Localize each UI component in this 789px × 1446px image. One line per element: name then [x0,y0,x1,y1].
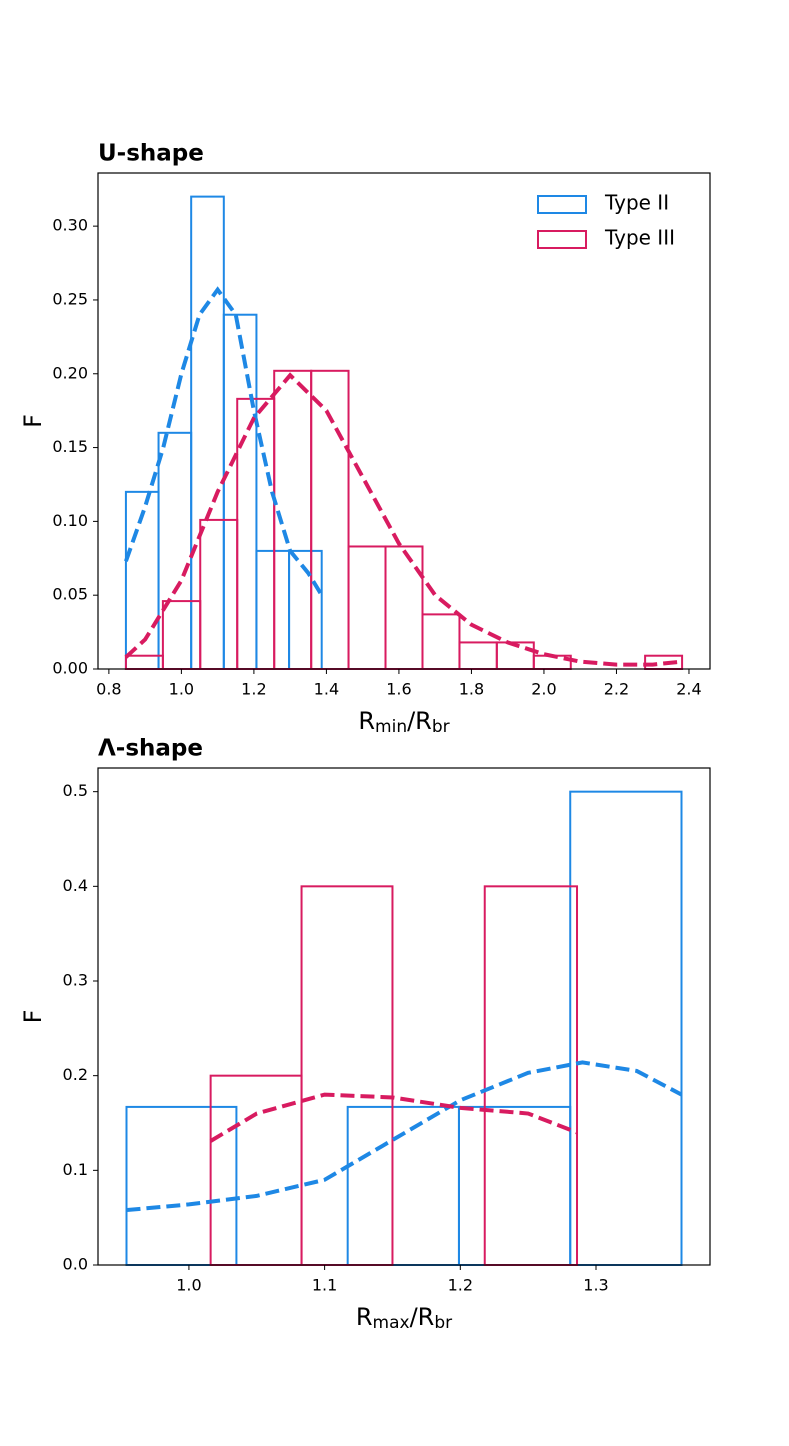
histogram-bar [255,549,291,671]
x-axis-label-part: /R [410,1303,435,1331]
x-axis-label-part: br [434,1313,452,1333]
histogram-bar [161,600,202,670]
y-tick-label: 0.1 [63,1160,88,1179]
histogram-bar [199,518,239,671]
chart-title: U-shape [98,141,204,167]
histogram-bar [458,641,498,671]
chart-title: Λ-shape [98,736,203,762]
x-tick-label: 1.6 [386,680,411,699]
y-tick-label: 0.4 [63,876,88,895]
y-axis-label: F [19,414,47,428]
histogram-bar [421,613,461,671]
legend-label: Type II [604,191,669,215]
x-tick-label: 0.8 [96,680,121,699]
y-tick-label: 0.3 [63,971,88,990]
histogram-bar [124,654,164,671]
x-tick-label: 2.2 [604,680,629,699]
x-axis-label-part: R [356,1303,373,1331]
x-axis-label-part: min [375,717,407,737]
axes-frame [97,172,711,670]
histogram-bar [222,313,258,670]
x-axis-label: Rmin/Rbr [358,707,449,737]
x-axis-label: Rmax/Rbr [356,1303,452,1333]
y-tick-label: 0.05 [52,585,88,604]
x-tick-label: 1.0 [169,680,194,699]
y-tick-label: 0.30 [52,216,88,235]
x-tick-label: 2.4 [676,680,701,699]
y-tick-label: 0.5 [63,781,88,800]
legend-label: Type III [604,226,675,250]
histogram-bar [347,545,387,671]
chart: Λ-shape 1.0 1.1 1.2 1.3 0.0 0.1 0.2 0.3 0.4 0.5 Rma… [19,736,711,1333]
histogram-bar [125,1105,238,1266]
y-tick-label: 0.25 [52,289,88,308]
x-tick-label: 1.3 [583,1276,608,1295]
histogram-bar [190,195,225,670]
x-tick-label: 1.2 [241,680,266,699]
y-tick-label: 0.10 [52,511,88,530]
histogram-bar [384,545,424,671]
legend-swatch [537,195,587,214]
kde-curve [124,372,683,667]
chart: U-shape 0.8 1.0 1.2 1.4 1.6 1.8 2.0 2.2 2.4 0.00 0.… [19,141,711,737]
x-tick-label: 1.2 [448,1276,473,1295]
axes-frame [97,767,711,1266]
y-tick-label: 0.2 [63,1065,88,1084]
histogram-bar [569,790,683,1267]
x-axis-label-part: /R [407,707,432,735]
histogram-bar [483,885,579,1266]
x-tick-label: 1.0 [176,1276,201,1295]
y-axis-label: F [19,1010,47,1024]
x-tick-label: 1.1 [312,1276,337,1295]
y-tick-label: 0.20 [52,363,88,382]
kde-curve [124,286,324,597]
kde-curve [209,1092,578,1143]
x-tick-label: 2.0 [531,680,556,699]
legend-swatch [537,230,587,249]
y-tick-label: 0.00 [52,659,88,678]
x-axis-label-part: max [373,1313,410,1333]
histogram-bar [346,1105,460,1266]
x-tick-label: 1.8 [459,680,484,699]
y-tick-label: 0.15 [52,437,88,456]
x-axis-label-part: R [358,707,375,735]
x-axis-label-part: br [432,717,450,737]
x-tick-label: 1.4 [314,680,339,699]
histogram-bar [457,1105,572,1266]
y-tick-label: 0.0 [63,1255,88,1274]
